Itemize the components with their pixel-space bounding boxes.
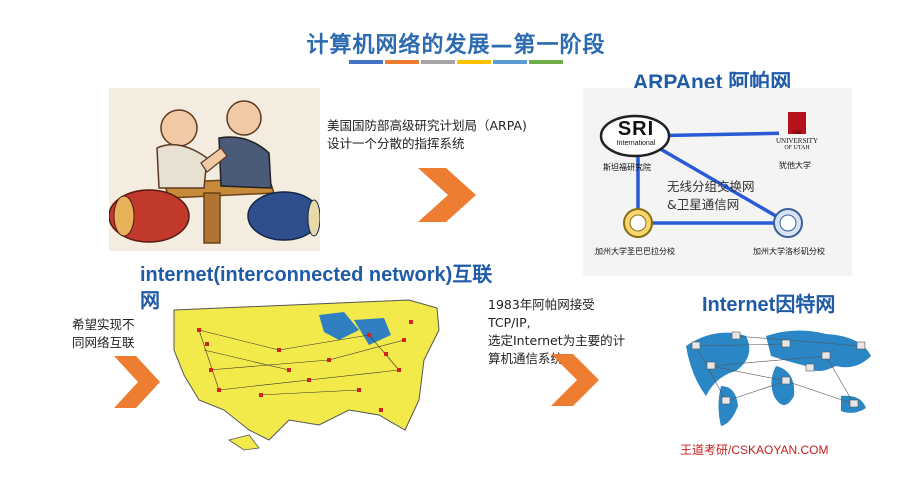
internet-heading-line1: internet(interconnected network)互联 [140,264,493,286]
color-bar-5 [493,60,527,64]
ucsb-node-label: 加州大学圣巴巴拉分校 [595,247,675,256]
utah-logo-line2: UNIVERSITY [776,137,818,145]
wish-text: 希望实现不 同网络互联 [72,316,162,352]
sri-node-label: 斯坦福研究院 [603,163,651,172]
wish-text-line2: 同网络互联 [72,335,135,350]
slide-title: 计算机网络的发展—第一阶段 [306,33,606,58]
sri-logo-text: SRI [617,118,655,140]
utah-logo-line3: OF UTAH [784,145,810,151]
arpa-description: 美国国防部高级研究计划局（ARPA) 设计一个分散的指挥系统 [327,117,582,153]
color-bar-4 [457,60,491,64]
internet-heading-line2: 网 [140,290,160,312]
arpa-description-line1: 美国国防部高级研究计划局（ARPA) [327,118,527,133]
milestone-line2: TCP/IP, [488,315,531,330]
arpa-description-line2: 设计一个分散的指挥系统 [327,136,465,151]
utah-logo-line1: THE [792,131,802,136]
world-network-map [676,316,880,430]
internet-global-heading: Internet因特网 [702,294,836,316]
credit-text: 王道考研/CSKAOYAN.COM [680,443,829,457]
diagram-center-text-1: 无线分组交换网 [667,179,755,194]
milestone-line1: 1983年阿帕网接受 [488,297,595,312]
chevron-right-icon [114,356,160,412]
milestone-line3: 选定Internet为主要的计 [488,333,626,348]
internet-heading: internet(interconnected network)互联 网 [140,262,492,314]
color-bar-strip [349,60,565,64]
wish-text-line1: 希望实现不 [72,317,135,332]
color-bar-3 [421,60,455,64]
diagram-center-text-2: &卫星通信网 [667,197,740,212]
color-bar-6 [529,60,563,64]
us-network-map [169,290,467,456]
cartoon-illustration [108,88,321,251]
ucla-node-label: 加州大学洛杉矶分校 [753,247,825,256]
chevron-right-icon [551,354,599,410]
color-bar-1 [349,60,383,64]
arpanet-diagram: SRI International 斯坦福研究院 THE UNIVERSITY … [583,88,852,276]
color-bar-2 [385,60,419,64]
chevron-right-icon [418,168,476,226]
utah-node-label: 犹他大学 [779,161,811,170]
sri-logo-subtext: International [616,140,656,147]
